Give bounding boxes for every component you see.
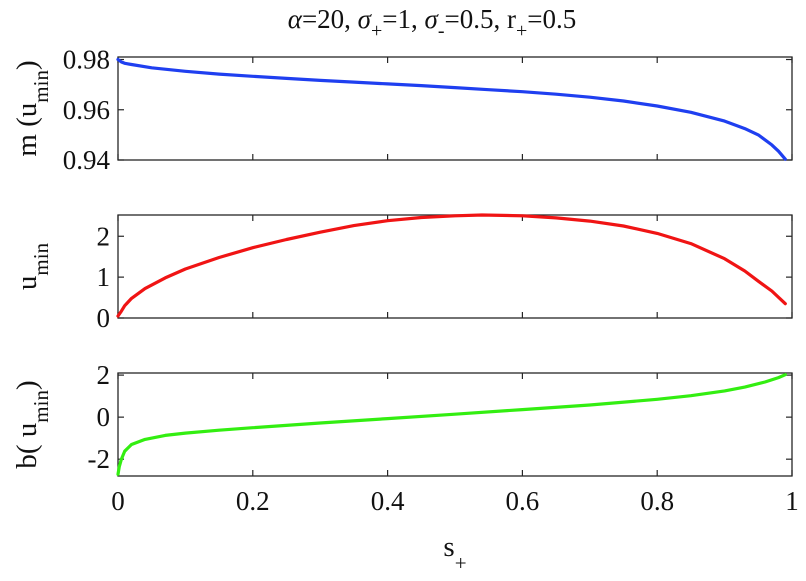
y-tick-label: 0.94 [63,145,111,175]
y-axis-label: b( umin) [11,380,53,468]
title-subscript: + [516,20,527,42]
axes-box [117,214,793,319]
y-tick-label: 2 [97,360,111,390]
x-tick-label: 0.6 [506,486,540,516]
series-line [116,213,787,318]
axes-box [117,372,793,477]
y-tick-label: 0.96 [63,95,110,125]
y-tick-label: 1 [97,262,111,292]
panel-umin: 0 1 2 umin [11,213,793,333]
y-tick-label: 2 [97,221,111,251]
y-tick-label: 0.98 [63,45,110,75]
y-axis-label: m (umin) [11,60,53,156]
y-tick-label: 0 [97,303,111,333]
x-tick-label: 0.8 [640,486,674,516]
title-subscript: + [371,20,382,42]
y-tick-label: 0 [97,402,111,432]
y-tick-label: -2 [88,444,111,474]
axes-box [117,56,793,161]
chart-title: α=20, σ+=1, σ-=0.5, r+=0.5 [288,4,577,42]
x-tick-label: 0.4 [371,486,405,516]
x-tick-label: 0 [111,486,125,516]
x-tick-label: 1 [785,486,799,516]
x-axis-label: s+ [443,531,466,575]
series-line [116,373,787,476]
panel-m: 0.94 0.96 0.98 m (umin) [11,45,793,175]
x-tick-label: 0.2 [236,486,270,516]
y-axis-label: umin [11,242,53,290]
series-line [116,57,787,161]
title-subscript: - [438,20,445,42]
